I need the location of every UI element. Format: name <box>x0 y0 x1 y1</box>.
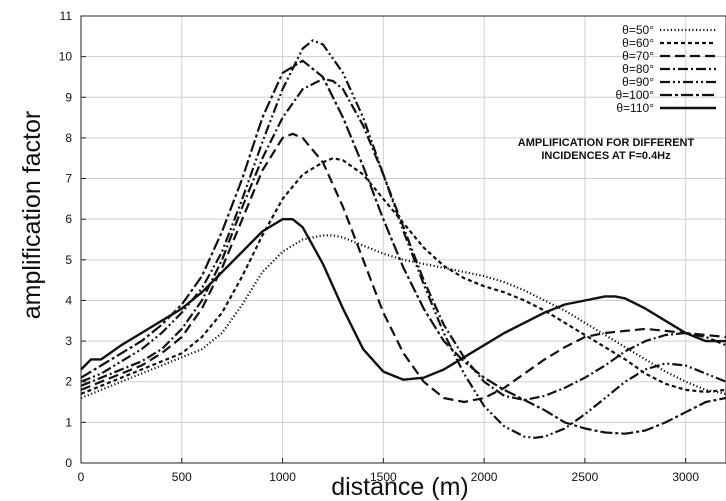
axis-ticks: 0 1 2 3 4 5 6 7 8 9 10 11 0 500 1000 1500 2000 2500 3000 <box>59 9 700 484</box>
annotation-line-2: INCIDENCES AT F=0.4Hz <box>541 150 671 162</box>
y-tick-label: 2 <box>65 375 72 389</box>
x-axis-title: distance (m) <box>331 473 469 501</box>
y-tick-label: 8 <box>65 131 72 145</box>
y-tick-label: 5 <box>65 253 72 267</box>
y-tick-label: 7 <box>65 172 72 186</box>
x-tick-label: 2500 <box>572 470 599 484</box>
series-line-4 <box>80 77 726 402</box>
x-tick-label: 1000 <box>269 470 296 484</box>
y-tick-label: 9 <box>65 90 72 104</box>
legend-label: θ=110° <box>616 101 654 115</box>
y-axis-title: amplification factor <box>18 111 46 319</box>
plot-frame <box>80 15 726 464</box>
legend-label: θ=90° <box>622 75 654 89</box>
legend-label: θ=80° <box>622 62 654 76</box>
y-tick-label: 4 <box>65 293 72 307</box>
y-tick-label: 0 <box>65 456 72 470</box>
y-tick-label: 3 <box>65 334 72 348</box>
legend-label: θ=60° <box>622 36 654 50</box>
x-tick-label: 500 <box>172 470 192 484</box>
legend-label: θ=70° <box>622 49 654 63</box>
series-line-6 <box>80 59 726 435</box>
annotation-line-1: AMPLIFICATION FOR DIFFERENT <box>518 137 695 149</box>
series-line-1 <box>80 234 726 400</box>
y-tick-label: 11 <box>60 9 73 23</box>
x-tick-label: 3000 <box>672 470 699 484</box>
series-line-3 <box>80 132 726 404</box>
y-tick-label: 1 <box>65 415 72 429</box>
series-lines <box>80 39 726 439</box>
legend: θ=50°θ=60°θ=70°θ=80°θ=90°θ=100°θ=110° <box>615 23 716 115</box>
x-tick-label: 1500 <box>370 470 397 484</box>
x-tick-label: 2000 <box>471 470 498 484</box>
series-line-2 <box>80 157 726 395</box>
legend-label: θ=50° <box>622 23 654 37</box>
legend-label: θ=100° <box>615 88 654 102</box>
y-tick-label: 10 <box>59 50 73 64</box>
y-tick-label: 6 <box>65 212 72 226</box>
x-tick-label: 0 <box>78 470 85 484</box>
series-line-7 <box>80 217 726 381</box>
